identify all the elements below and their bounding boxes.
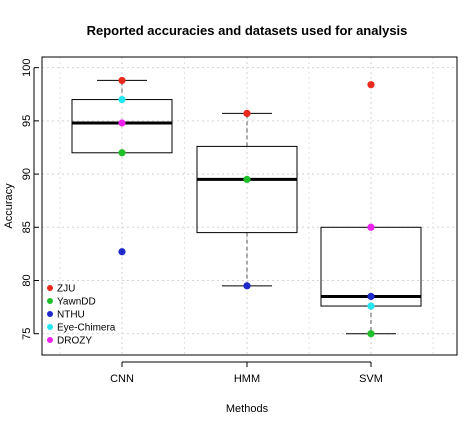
- point-drozy-svm: [367, 223, 375, 231]
- legend-marker: [47, 285, 53, 291]
- legend-marker: [47, 311, 53, 317]
- legend-marker: [47, 298, 53, 304]
- legend-item: ZJU: [47, 284, 75, 295]
- box-hmm: [196, 112, 298, 287]
- legend: ZJU YawnDD NTHU Eye-Chimera DROZY: [47, 284, 116, 347]
- point-yawndd-cnn: [118, 149, 126, 157]
- box-rect: [196, 145, 298, 234]
- y-tick-label: 80: [21, 274, 33, 286]
- y-tick-label: 75: [21, 328, 33, 340]
- point-zju-hmm: [243, 109, 251, 118]
- point-eye-chimera-svm: [367, 302, 375, 310]
- grid: [42, 57, 457, 355]
- y-axis: 75 80 85 90 95 100: [21, 58, 39, 340]
- point-zju-cnn: [118, 76, 126, 85]
- point-nthu-svm: [367, 292, 375, 301]
- point-nthu-cnn: [118, 248, 126, 256]
- legend-label: NTHU: [57, 310, 85, 321]
- point-eye-chimera-cnn: [118, 95, 126, 104]
- legend-marker: [47, 324, 53, 330]
- legend-label: YawnDD: [57, 297, 96, 308]
- point-zju-svm: [367, 81, 375, 89]
- y-axis-label: Accuracy: [3, 183, 15, 229]
- box-cnn: [71, 79, 173, 154]
- point-yawndd-hmm: [243, 175, 251, 183]
- y-tick-label: 95: [21, 115, 33, 127]
- legend-label: Eye-Chimera: [57, 323, 116, 334]
- point-drozy-cnn: [118, 119, 126, 127]
- x-axis-label: Methods: [226, 403, 269, 415]
- y-tick-label: 100: [21, 58, 33, 76]
- point-yawndd-svm: [367, 330, 375, 338]
- legend-label: ZJU: [57, 284, 75, 295]
- x-tick-label: CNN: [110, 373, 134, 385]
- y-tick-label: 85: [21, 221, 33, 233]
- legend-marker: [47, 337, 53, 343]
- legend-item: DROZY: [47, 336, 92, 347]
- x-tick-label: SVM: [359, 373, 383, 385]
- point-nthu-hmm: [243, 282, 251, 290]
- y-tick-label: 90: [21, 168, 33, 180]
- chart-title: Reported accuracies and datasets used fo…: [87, 23, 408, 38]
- legend-item: YawnDD: [47, 297, 96, 308]
- data-points: [118, 76, 375, 338]
- x-axis: CNN HMM SVM: [110, 361, 383, 385]
- legend-item: NTHU: [47, 310, 85, 321]
- plot-frame: [41, 56, 458, 356]
- x-tick-label: HMM: [234, 373, 260, 385]
- legend-label: DROZY: [57, 336, 92, 347]
- legend-item: Eye-Chimera: [47, 323, 116, 334]
